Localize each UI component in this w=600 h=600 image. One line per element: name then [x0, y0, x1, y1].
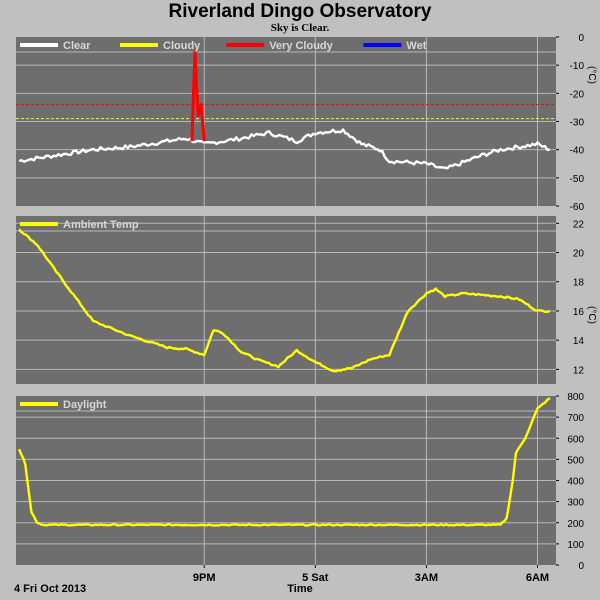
y-tick-label: 300	[567, 498, 584, 509]
y-tick-label: -60	[570, 202, 585, 213]
x-axis-label: Time	[287, 583, 313, 595]
series-very-cloudy	[190, 49, 206, 142]
y-tick-label: -30	[570, 118, 585, 129]
y-tick-label: 700	[567, 413, 584, 424]
y-tick-label: 0	[578, 33, 584, 44]
plot-area	[16, 216, 556, 384]
y-axis-unit: (°C)	[586, 66, 597, 84]
y-tick-label: -40	[570, 146, 585, 157]
page-title: Riverland Dingo Observatory	[168, 1, 432, 22]
legend-label: Ambient Temp	[63, 219, 139, 231]
y-tick-label: 14	[573, 336, 585, 347]
y-tick-label: 600	[567, 434, 584, 445]
chart-panel-3: Daylight 800 700 600 500 400 300 200 100 0	[16, 392, 584, 572]
footer-date: 4 Fri Oct 2013	[14, 583, 87, 595]
y-tick-label: -20	[570, 89, 585, 100]
legend-label: Clear	[63, 40, 91, 52]
y-tick-label: 16	[573, 307, 585, 318]
y-tick-label: 200	[567, 519, 584, 530]
x-tick-label: 3AM	[415, 572, 438, 584]
y-tick-label: 22	[573, 219, 585, 230]
x-tick-label: 9PM	[193, 572, 216, 584]
x-tick-label: 5 Sat	[302, 572, 329, 584]
series-daylight	[17, 397, 551, 527]
y-tick-label: 18	[573, 278, 585, 289]
x-tick-label: 6AM	[526, 572, 549, 584]
y-tick-label: 400	[567, 477, 584, 488]
y-axis-unit: (°C)	[586, 306, 597, 324]
y-tick-label: -10	[570, 61, 585, 72]
legend-label: Wet	[406, 40, 426, 52]
y-tick-label: 500	[567, 455, 584, 466]
y-tick-label: 20	[573, 249, 585, 260]
series-clear	[18, 128, 550, 170]
legend-label: Daylight	[63, 399, 107, 411]
y-tick-label: 800	[567, 392, 584, 403]
y-tick-label: 0	[578, 561, 584, 572]
legend-label: Cloudy	[163, 40, 201, 52]
chart-panel-1: Clear Cloudy Very Cloudy Wet 0 -10 -20 -30 -40 -5…	[16, 33, 597, 213]
chart-panel-2: Ambient Temp 22 20 18 16 14 12 (°C)	[16, 216, 597, 384]
y-tick-label: 12	[573, 365, 585, 376]
series-ambient-temp	[18, 228, 551, 373]
y-tick-label: 100	[567, 540, 584, 551]
y-tick-label: -50	[570, 174, 585, 185]
legend-label: Very Cloudy	[269, 40, 333, 52]
page-subtitle: Sky is Clear.	[270, 22, 330, 34]
